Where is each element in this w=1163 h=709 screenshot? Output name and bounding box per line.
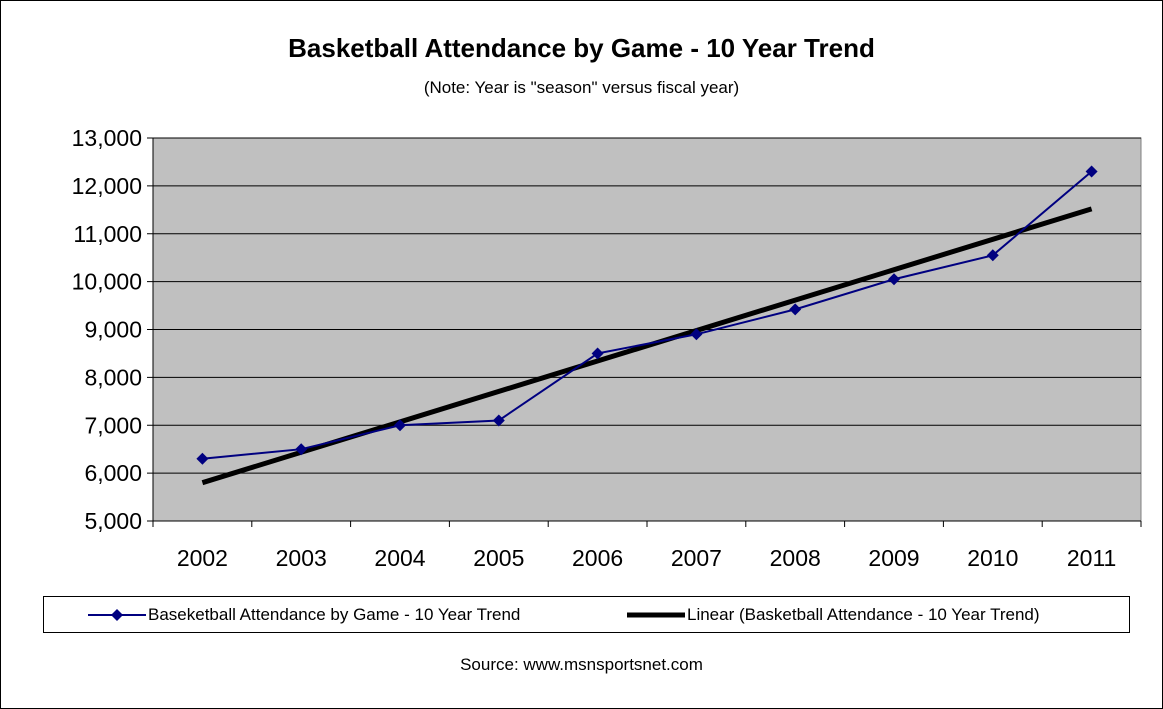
x-axis-labels: 2002 2003 2004 2005 2006 2007 2008 2009 2010 2011	[177, 545, 1117, 571]
y-tick-label: 10,000	[72, 269, 142, 295]
x-tick-label: 2005	[473, 545, 524, 571]
series-line-attendance	[202, 170, 1093, 460]
x-tick-label: 2006	[572, 545, 623, 571]
legend-entry-attendance: Baseketball Attendance by Game - 10 Year…	[88, 597, 520, 632]
y-axis-labels: 5,000 6,000 7,000 8,000 9,000 10,000 11,000 12,…	[72, 125, 142, 534]
x-tick-label: 2003	[276, 545, 327, 571]
legend-entry-linear-trend: Linear (Basketball Attendance - 10 Year …	[627, 597, 1040, 632]
y-tick-label: 8,000	[84, 364, 142, 390]
x-tick-label: 2010	[967, 545, 1018, 571]
legend-swatch-linear-trend	[627, 612, 685, 617]
data-point	[591, 347, 604, 360]
y-tick-label: 9,000	[84, 317, 142, 343]
data-point	[1085, 165, 1098, 178]
gridlines	[153, 137, 1141, 474]
chart-title: Basketball Attendance by Game - 10 Year …	[288, 33, 875, 63]
data-point	[888, 273, 900, 286]
data-point	[789, 303, 802, 316]
data-point	[986, 249, 999, 262]
data-point	[295, 443, 308, 456]
x-tick-label: 2007	[671, 545, 722, 571]
x-axis-ticks	[152, 521, 1142, 527]
x-tick-label: 2008	[770, 545, 821, 571]
y-tick-label: 13,000	[72, 125, 142, 151]
chart-subtitle: (Note: Year is "season" versus fiscal ye…	[423, 78, 740, 97]
x-tick-label: 2009	[868, 545, 919, 571]
data-point	[196, 452, 209, 465]
y-tick-label: 12,000	[72, 173, 142, 199]
x-tick-label: 2004	[374, 545, 425, 571]
y-axis-ticks	[147, 137, 153, 522]
y-tick-label: 7,000	[84, 412, 142, 438]
legend-label-linear-trend: Linear (Basketball Attendance - 10 Year …	[687, 604, 1040, 624]
x-tick-label: 2002	[177, 545, 228, 571]
legend-label-attendance: Baseketball Attendance by Game - 10 Year…	[148, 604, 521, 624]
data-point	[394, 419, 406, 432]
source-note: Source: www.msnsportsnet.com	[460, 655, 703, 674]
y-tick-label: 5,000	[84, 508, 142, 534]
y-tick-label: 6,000	[84, 460, 142, 486]
data-point	[690, 328, 703, 341]
legend-swatch-attendance	[88, 608, 146, 621]
x-tick-label: 2011	[1067, 545, 1116, 571]
legend: Baseketball Attendance by Game - 10 Year…	[43, 596, 1130, 633]
series-layer	[196, 165, 1098, 465]
y-tick-label: 11,000	[73, 221, 142, 247]
data-point	[492, 414, 505, 427]
